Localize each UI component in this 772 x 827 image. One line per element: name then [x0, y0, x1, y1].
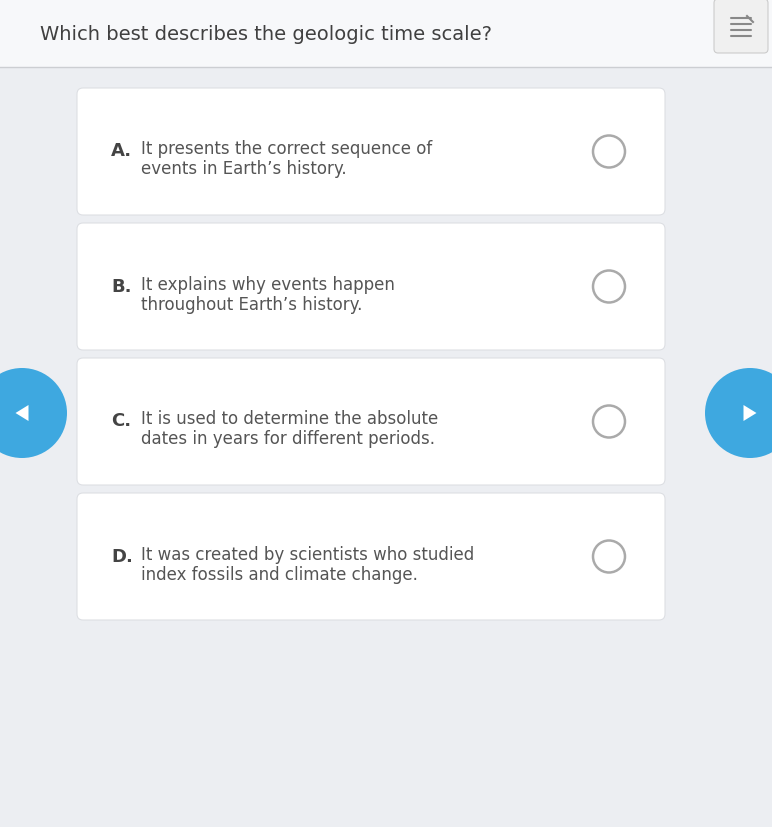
Circle shape	[0, 369, 67, 458]
Text: throughout Earth’s history.: throughout Earth’s history.	[141, 295, 362, 313]
FancyBboxPatch shape	[714, 0, 768, 54]
Text: It presents the correct sequence of: It presents the correct sequence of	[141, 141, 432, 158]
Text: B.: B.	[111, 277, 131, 295]
Text: It is used to determine the absolute: It is used to determine the absolute	[141, 410, 438, 428]
Polygon shape	[743, 405, 757, 422]
Polygon shape	[15, 405, 29, 422]
FancyBboxPatch shape	[77, 494, 665, 620]
FancyBboxPatch shape	[77, 88, 665, 216]
Text: index fossils and climate change.: index fossils and climate change.	[141, 565, 418, 583]
Text: dates in years for different periods.: dates in years for different periods.	[141, 430, 435, 448]
FancyBboxPatch shape	[77, 224, 665, 351]
Text: C.: C.	[111, 412, 131, 430]
Text: D.: D.	[111, 547, 133, 565]
Text: events in Earth’s history.: events in Earth’s history.	[141, 160, 347, 179]
Text: It was created by scientists who studied: It was created by scientists who studied	[141, 545, 474, 563]
Text: A.: A.	[111, 142, 132, 160]
Text: Which best describes the geologic time scale?: Which best describes the geologic time s…	[40, 25, 492, 44]
FancyBboxPatch shape	[0, 0, 772, 68]
Circle shape	[705, 369, 772, 458]
FancyBboxPatch shape	[77, 359, 665, 485]
Text: It explains why events happen: It explains why events happen	[141, 275, 394, 293]
